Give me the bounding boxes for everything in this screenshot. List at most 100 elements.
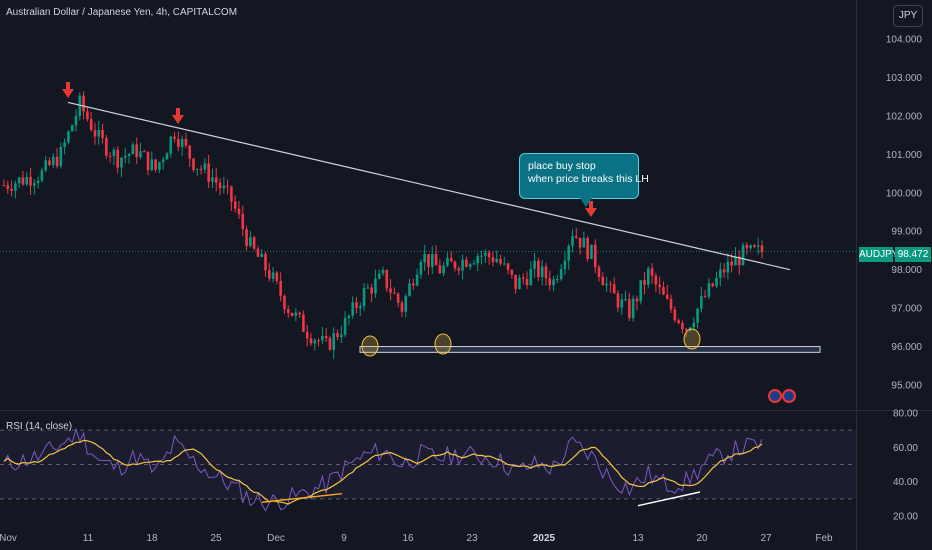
candle-body <box>290 312 294 316</box>
candle-body <box>116 149 119 168</box>
candle-body <box>324 336 328 338</box>
candle-body <box>165 153 169 160</box>
candle-body <box>495 258 498 263</box>
candle-body <box>502 263 506 265</box>
candle-body <box>730 261 733 266</box>
candle-body <box>97 129 101 137</box>
event-flag-icon[interactable] <box>768 389 782 403</box>
candle-body <box>468 264 472 267</box>
candle-body <box>412 283 415 286</box>
candle-body <box>82 95 85 112</box>
candle-body <box>423 254 426 263</box>
price-tick-label: 97.000 <box>891 304 922 315</box>
time-tick-label: 25 <box>210 533 222 544</box>
price-tick-label: 100.000 <box>886 188 923 199</box>
candle-body <box>351 302 354 316</box>
candle-body <box>142 151 146 153</box>
candle-body <box>684 329 688 331</box>
time-tick-label: Feb <box>815 533 833 544</box>
candle-body <box>218 182 222 189</box>
candle-body <box>597 267 601 277</box>
candle-body <box>279 281 282 296</box>
candle-body <box>74 116 78 126</box>
candle-body <box>628 299 631 319</box>
time-tick-label: 2025 <box>533 533 556 544</box>
candle-body <box>574 236 578 238</box>
candle-body <box>578 237 582 248</box>
candle-body <box>449 257 453 262</box>
candle-body <box>362 288 366 307</box>
candle-body <box>370 287 373 294</box>
candle-body <box>745 244 749 249</box>
price-tick-label: 98.000 <box>891 265 922 276</box>
callout-line-2: when price breaks this LH <box>528 173 649 185</box>
candle-body <box>499 258 502 264</box>
candle-body <box>510 269 514 275</box>
candle-body <box>112 149 116 156</box>
support-touch-marker <box>434 333 452 355</box>
support-zone <box>359 346 821 353</box>
candle-body <box>226 185 229 187</box>
candle-body <box>404 296 408 312</box>
rsi-tick-label: 20.00 <box>893 512 918 523</box>
candle-body <box>658 284 661 288</box>
candle-body <box>131 144 135 155</box>
candle-body <box>17 177 21 184</box>
candle-body <box>707 283 711 297</box>
candle-body <box>105 138 108 156</box>
candle-body <box>237 208 241 215</box>
candle-body <box>419 262 423 275</box>
candle-body <box>760 245 764 253</box>
candle-body <box>681 323 684 330</box>
candle-body <box>465 259 468 267</box>
candle-body <box>586 237 589 259</box>
callout-note: place buy stop when price breaks this LH <box>519 153 649 207</box>
candle-body <box>93 130 97 137</box>
arrow-down-icon <box>176 108 180 116</box>
candle-body <box>55 156 59 167</box>
candle-body <box>211 177 214 182</box>
candle-body <box>389 288 392 293</box>
candle-body <box>317 340 320 342</box>
candle-body <box>44 160 47 171</box>
support-touch-marker <box>361 335 379 357</box>
price-tick-label: 102.000 <box>886 111 923 122</box>
candle-body <box>298 312 301 315</box>
candle-body <box>294 312 298 316</box>
candle-body <box>358 306 362 309</box>
callout-line-1: place buy stop <box>528 160 596 172</box>
arrow-down-icon <box>62 89 74 98</box>
candle-body <box>605 283 608 286</box>
candle-body <box>169 136 173 154</box>
candle-body <box>650 268 654 276</box>
event-flag-icon[interactable] <box>782 389 796 403</box>
time-tick-label: 11 <box>83 533 94 544</box>
candle-body <box>612 284 616 294</box>
price-tick-label: 103.000 <box>886 73 923 84</box>
price-tick-label: 104.000 <box>886 35 923 46</box>
candle-body <box>305 331 309 339</box>
candle-body <box>734 256 737 266</box>
candle-body <box>14 183 17 191</box>
candle-body <box>188 145 192 159</box>
candle-body <box>601 276 605 286</box>
candle-body <box>283 295 286 310</box>
divergence-line <box>261 492 343 504</box>
candle-body <box>703 296 707 298</box>
candle-body <box>438 265 442 274</box>
candle-body <box>374 278 377 294</box>
time-tick-label: 18 <box>146 533 158 544</box>
candle-body <box>616 293 620 308</box>
candle-body <box>139 151 142 158</box>
candle-body <box>86 111 89 120</box>
candle-body <box>233 201 237 209</box>
currency-button[interactable]: JPY <box>893 5 923 27</box>
candle-body <box>669 298 673 310</box>
candle-body <box>313 340 317 344</box>
candle-body <box>737 256 741 266</box>
candle-body <box>647 268 650 285</box>
candle-body <box>476 255 480 264</box>
candle-body <box>756 245 760 247</box>
candle-body <box>677 320 680 324</box>
